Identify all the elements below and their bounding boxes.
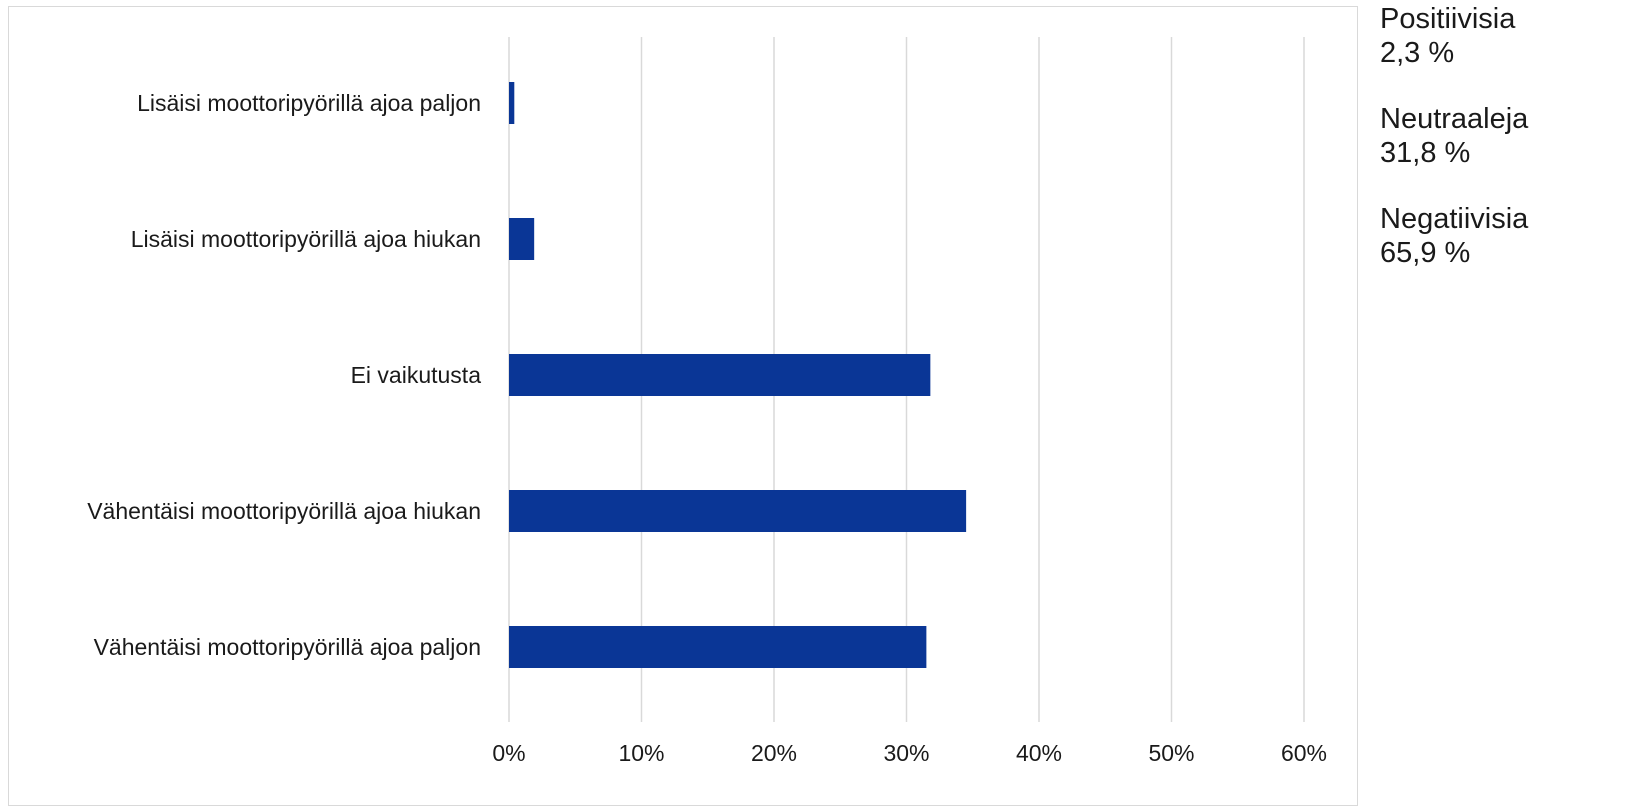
category-labels: Lisäisi moottoripyörillä ajoa paljon Lisä… — [87, 90, 481, 660]
x-tick-label: 20% — [751, 740, 797, 766]
chart-frame: Lisäisi moottoripyörillä ajoa paljon Lisä… — [8, 6, 1358, 806]
summary-neutral-value: 31,8 % — [1380, 137, 1471, 169]
summary-neutral-label: Neutraaleja — [1380, 103, 1529, 135]
bar — [509, 490, 967, 532]
x-tick-label: 50% — [1148, 740, 1194, 766]
category-label: Lisäisi moottoripyörillä ajoa paljon — [137, 90, 481, 116]
summary-negative-value: 65,9 % — [1380, 237, 1471, 269]
summary-negative: Negatiivisia 65,9 % — [1380, 202, 1630, 270]
bar — [509, 626, 927, 668]
summary-panel: Positiivisia 2,3 % Neutraaleja 31,8 % Ne… — [1380, 2, 1630, 302]
category-label: Vähentäisi moottoripyörillä ajoa paljon — [94, 634, 481, 660]
summary-positive: Positiivisia 2,3 % — [1380, 2, 1630, 70]
x-tick-labels: 0% 10% 20% 30% 40% 50% 60% — [492, 740, 1327, 766]
x-tick-label: 0% — [492, 740, 525, 766]
category-label: Vähentäisi moottoripyörillä ajoa hiukan — [87, 498, 481, 524]
x-tick-label: 10% — [618, 740, 664, 766]
x-tick-label: 60% — [1281, 740, 1327, 766]
bar — [509, 354, 931, 396]
summary-positive-value: 2,3 % — [1380, 37, 1455, 69]
bars — [509, 82, 967, 668]
summary-negative-label: Negatiivisia — [1380, 203, 1529, 235]
summary-positive-label: Positiivisia — [1380, 3, 1516, 35]
bar-chart: Lisäisi moottoripyörillä ajoa paljon Lisä… — [87, 37, 1327, 766]
bar — [509, 218, 535, 260]
x-tick-label: 30% — [883, 740, 929, 766]
summary-neutral: Neutraaleja 31,8 % — [1380, 102, 1630, 170]
bar — [509, 82, 515, 124]
category-label: Ei vaikutusta — [351, 362, 482, 388]
x-tick-label: 40% — [1016, 740, 1062, 766]
category-label: Lisäisi moottoripyörillä ajoa hiukan — [131, 226, 481, 252]
